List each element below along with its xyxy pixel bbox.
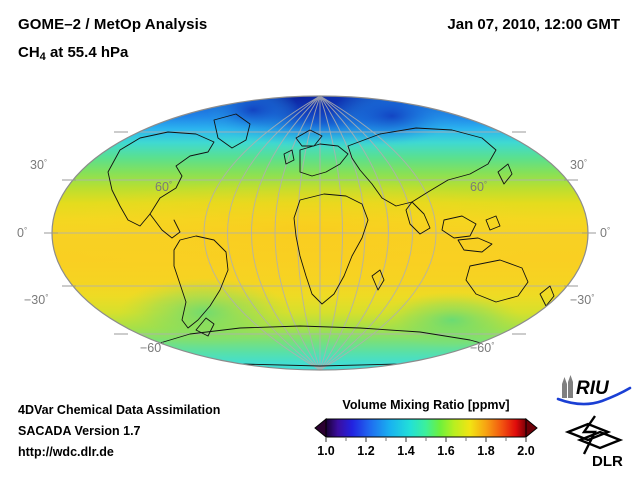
coast-south-america	[173, 235, 229, 329]
species-formula-prefix: CH	[18, 44, 40, 61]
coast-africa	[293, 193, 369, 305]
meridian-60w	[274, 96, 321, 370]
colorbar-minor-ticks	[345, 437, 507, 441]
species-pressure-level: at 55.4 hPa	[45, 44, 129, 61]
graticule-lines	[52, 96, 588, 370]
species-label: CH4 at 55.4 hPa	[18, 44, 128, 63]
lat-label-right-30s: −30°	[570, 293, 595, 307]
colorbar-tick-2: 1.2	[357, 444, 375, 458]
meridian-150w	[203, 96, 321, 370]
meridian-30w	[297, 96, 321, 370]
lat-label-left-0: 0°	[17, 226, 28, 240]
lat-label-left-60n: 60°	[155, 180, 173, 194]
meridian-90w	[251, 96, 321, 370]
dlr-logo: DLR	[564, 415, 624, 470]
coast-madagascar	[371, 269, 385, 291]
lat-label-left-30n: 30°	[30, 158, 48, 172]
coast-mexico	[149, 213, 181, 239]
coast-australia	[465, 259, 529, 303]
lat-label-right-60s: −60°	[470, 341, 495, 355]
coast-antarctic-peninsula	[195, 317, 215, 337]
timestamp: Jan 07, 2010, 12:00 GMT	[447, 16, 620, 33]
footer-line-url[interactable]: http://wdc.dlr.de	[18, 445, 114, 459]
page-title: GOME–2 / MetOp Analysis	[18, 16, 208, 33]
colorbar-tick-1: 1.0	[317, 444, 335, 458]
meridian-120w	[227, 96, 321, 370]
lat-label-left-30s: −30°	[24, 293, 49, 307]
riu-logo: RIU	[556, 375, 632, 406]
coast-philippines	[485, 215, 501, 231]
riu-swoosh-icon	[556, 386, 632, 406]
colorbar: Volume Mixing Ratio [ppmv]	[312, 398, 540, 470]
coast-india	[405, 201, 431, 235]
meridian-30e	[319, 96, 343, 370]
riu-wordmark: RIU	[576, 378, 610, 399]
colorbar-title: Volume Mixing Ratio [ppmv]	[342, 398, 510, 412]
riu-tower-icon	[562, 375, 573, 398]
coast-british-isles	[283, 149, 295, 165]
coast-europe	[299, 143, 349, 177]
dlr-mark-icon	[564, 415, 624, 455]
lat-label-left-60s: −60°	[140, 341, 165, 355]
colorbar-tick-labels: 1.0 1.2 1.4 1.6 1.8 2.0	[312, 444, 540, 462]
colorbar-major-ticks	[325, 437, 527, 442]
colorbar-tick-6: 2.0	[517, 444, 535, 458]
colorbar-tick-3: 1.4	[397, 444, 415, 458]
coast-japan	[497, 163, 513, 185]
lat-label-right-30n: 30°	[570, 158, 588, 172]
colorbar-gradient	[314, 417, 538, 442]
meridian-60e	[319, 96, 366, 370]
footer-line-version: SACADA Version 1.7	[18, 424, 141, 438]
coast-greenland	[213, 113, 251, 149]
colorbar-extend-right	[525, 417, 538, 439]
footer-line-method: 4DVar Chemical Data Assimilation	[18, 403, 221, 417]
latitude-ticks	[44, 131, 596, 335]
meridian-150e	[319, 96, 437, 370]
coast-new-zealand	[539, 285, 555, 307]
coast-scandinavia	[295, 129, 323, 147]
colorbar-extend-left	[314, 417, 327, 439]
meridian-120e	[319, 96, 413, 370]
coast-asia	[347, 127, 497, 207]
coast-north-america	[107, 131, 215, 227]
world-map-panel: 60° 30° 0° −30° −60° 60° 30° 0° −30° −60…	[0, 80, 640, 380]
lat-label-right-0: 0°	[600, 226, 611, 240]
dlr-wordmark: DLR	[592, 453, 623, 470]
coast-southeast-asia	[441, 215, 477, 239]
coast-indonesia	[457, 237, 493, 253]
lat-label-right-60n: 60°	[470, 180, 488, 194]
species-formula-subscript: 4	[39, 51, 46, 63]
colorbar-bar	[325, 418, 527, 438]
footer-info-block: 4DVar Chemical Data Assimilation SACADA …	[18, 400, 220, 463]
colorbar-tick-4: 1.6	[437, 444, 455, 458]
meridian-90e	[319, 96, 389, 370]
mollweide-projection-map	[44, 95, 596, 371]
colorbar-tick-5: 1.8	[477, 444, 495, 458]
